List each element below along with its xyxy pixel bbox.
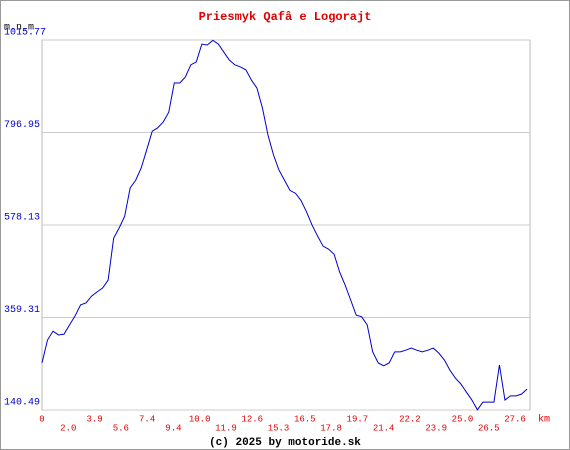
x-tick-label: 7.4 [139, 414, 155, 424]
x-tick-label: 26.5 [478, 423, 500, 433]
x-tick-label: 22.2 [399, 414, 421, 424]
y-tick-label: 359.31 [4, 305, 40, 316]
y-tick-label: 1015.77 [4, 28, 46, 39]
x-tick-label: 11.9 [215, 423, 237, 433]
x-tick-label: 17.8 [320, 423, 342, 433]
y-tick-label: 796.95 [4, 120, 40, 131]
x-tick-label: 19.7 [347, 414, 369, 424]
x-tick-label: 12.6 [241, 414, 263, 424]
x-tick-label: 5.6 [113, 423, 129, 433]
chart-title: Priesmyk Qafâ e Logorajt [199, 10, 372, 24]
x-tick-label: 27.6 [504, 414, 526, 424]
x-tick-label: 9.4 [165, 423, 181, 433]
x-tick-label: 15.3 [268, 423, 290, 433]
x-tick-label: 2.0 [60, 423, 76, 433]
x-unit-label: km [538, 414, 550, 426]
x-tick-label: 23.9 [425, 423, 447, 433]
footer: (c) 2025 by motoride.sk [209, 437, 361, 449]
x-tick-label: 10.0 [189, 414, 211, 424]
x-tick-label: 16.5 [294, 414, 316, 424]
x-tick-label: 25.0 [452, 414, 474, 424]
y-tick-label: 578.13 [4, 213, 40, 224]
y-tick-label: 140.49 [4, 398, 40, 409]
x-tick-label: 3.9 [86, 414, 102, 424]
elevation-line [41, 39, 528, 411]
x-tick-label: 21.4 [373, 423, 395, 433]
y-axis-label: m.n.m [4, 23, 34, 34]
x-tick-label: 0 [39, 414, 44, 424]
